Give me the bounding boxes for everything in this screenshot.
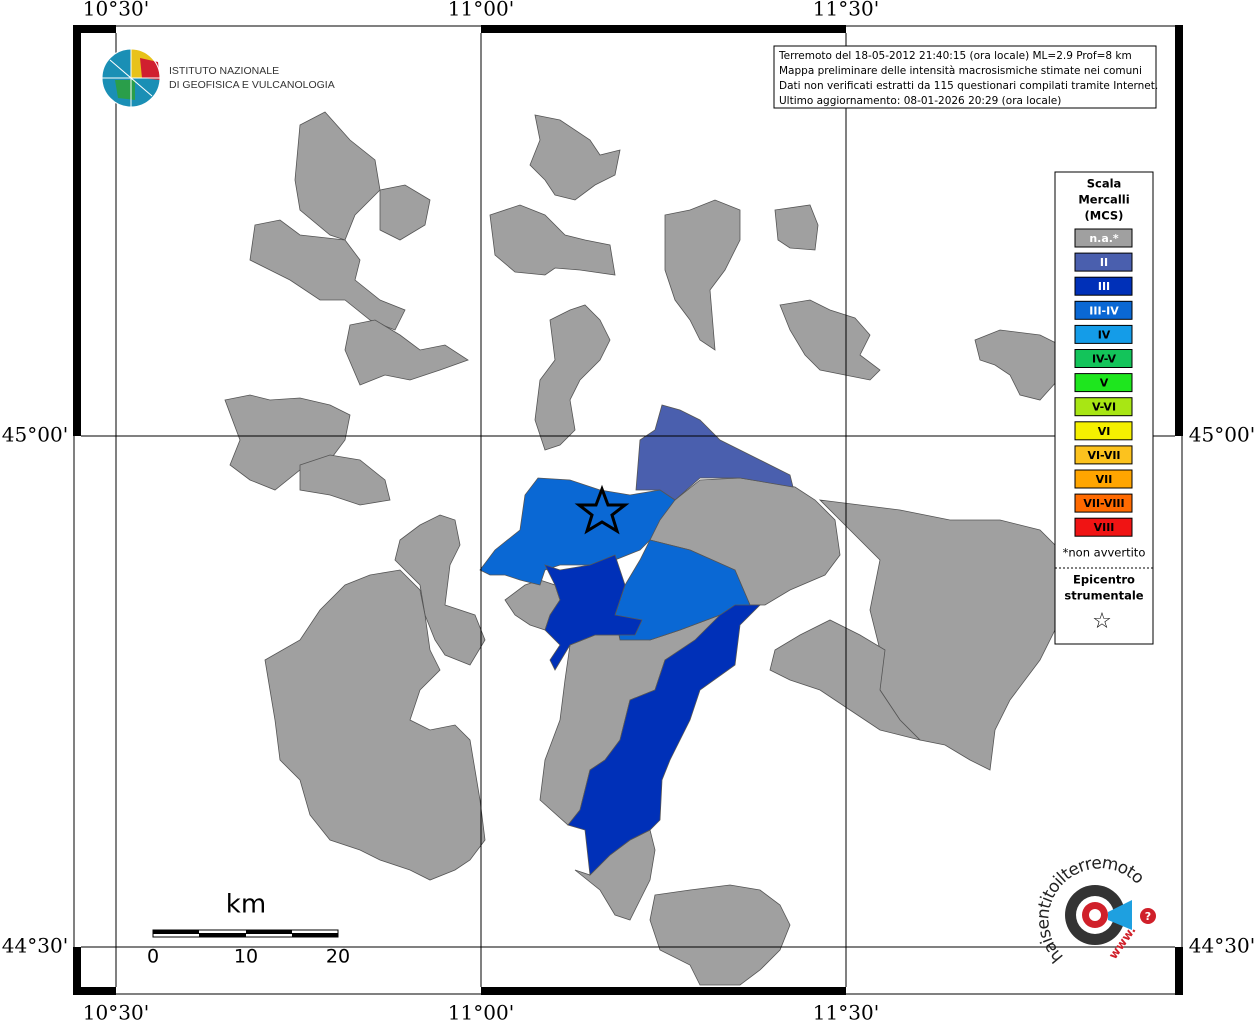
municipality xyxy=(774,204,819,251)
legend: Scala Mercalli (MCS) *non avvertito Epic… xyxy=(1054,171,1154,645)
legend-epicenter: strumentale xyxy=(1064,589,1143,603)
legend-star: ☆ xyxy=(1092,609,1112,634)
legend-label: VIII xyxy=(1094,521,1115,534)
municipality xyxy=(264,569,486,881)
legend-swatch xyxy=(1074,276,1133,296)
legend-swatch xyxy=(1074,469,1133,489)
lat-label: 44°30' xyxy=(2,934,68,958)
legend-label: III-IV xyxy=(1089,304,1119,317)
logo-q: ? xyxy=(1145,910,1151,923)
lon-label: 11°30' xyxy=(813,0,879,21)
lon-label: 11°30' xyxy=(813,1001,879,1025)
municipality xyxy=(344,319,469,386)
legend-swatch xyxy=(1074,324,1133,344)
municipality xyxy=(769,619,922,741)
legend-title: Mercalli xyxy=(1078,193,1129,207)
municipality xyxy=(394,514,486,666)
legend-swatch xyxy=(1074,421,1133,441)
municipality xyxy=(779,299,881,381)
lon-label: 10°30' xyxy=(83,1001,149,1025)
lat-label: 44°30' xyxy=(1189,934,1255,958)
legend-label: II xyxy=(1100,256,1108,269)
lon-label: 11°00' xyxy=(448,0,514,21)
municipality xyxy=(529,114,621,201)
municipality xyxy=(544,554,643,671)
legend-label: VII xyxy=(1096,473,1113,486)
info-line: Dati non verificati estratti da 115 ques… xyxy=(779,80,1158,92)
legend-label: V xyxy=(1100,377,1109,390)
legend-title: (MCS) xyxy=(1085,209,1124,223)
municipality xyxy=(664,199,741,351)
lon-label: 11°00' xyxy=(448,1001,514,1025)
municipality xyxy=(489,204,616,276)
municipality xyxy=(299,454,391,506)
info-line: Terremoto del 18-05-2012 21:40:15 (ora l… xyxy=(778,50,1132,62)
legend-label: III xyxy=(1098,280,1110,293)
municipality xyxy=(567,604,761,876)
info-line: Mappa preliminare delle intensità macros… xyxy=(779,65,1142,77)
municipality xyxy=(249,219,406,331)
lon-label: 10°30' xyxy=(83,0,149,21)
legend-swatch xyxy=(1074,252,1133,272)
lat-label: 45°00' xyxy=(2,423,68,447)
legend-label: n.a.* xyxy=(1089,232,1119,245)
legend-swatch xyxy=(1074,517,1133,537)
municipality xyxy=(224,394,351,491)
municipality xyxy=(635,404,794,501)
municipality xyxy=(379,184,431,241)
scale-bar: km 0 10 20 xyxy=(147,890,350,968)
scale-label: 20 xyxy=(326,946,350,968)
legend-label: VI xyxy=(1098,425,1111,438)
legend-swatch xyxy=(1074,397,1133,417)
municipality xyxy=(294,111,381,241)
scale-unit: km xyxy=(226,890,266,920)
graticule xyxy=(81,33,1175,987)
legend-note: *non avvertito xyxy=(1063,546,1146,560)
legend-swatch xyxy=(1074,349,1133,368)
municipality xyxy=(818,499,1071,771)
municipality xyxy=(614,539,751,641)
legend-swatch xyxy=(1074,445,1133,465)
legend-label: IV xyxy=(1098,328,1111,341)
ingv-logo: ISTITUTO NAZIONALE DI GEOFISICA E VULCAN… xyxy=(101,48,335,108)
municipality xyxy=(974,329,1061,401)
legend-swatch xyxy=(1074,493,1133,513)
legend-swatch xyxy=(1074,300,1133,320)
legend-title: Scala xyxy=(1087,177,1122,191)
logo-text: ISTITUTO NAZIONALE xyxy=(169,65,279,77)
legend-swatch xyxy=(1074,228,1133,248)
info-box xyxy=(773,45,1157,109)
scale-label: 10 xyxy=(234,946,258,968)
legend-label: VII-VIII xyxy=(1083,497,1124,510)
scale-label: 0 xyxy=(147,946,159,968)
info-line: Ultimo aggiornamento: 08-01-2026 20:29 (… xyxy=(779,95,1061,107)
legend-epicenter: Epicentro xyxy=(1073,573,1135,587)
municipality xyxy=(649,884,791,986)
legend-label: IV-V xyxy=(1092,353,1117,366)
epicenter-star xyxy=(574,484,630,535)
legend-swatch xyxy=(1074,373,1133,393)
lat-label: 45°00' xyxy=(1189,423,1255,447)
logo-text: DI GEOFISICA E VULCANOLOGIA xyxy=(169,79,335,91)
municipality xyxy=(534,304,611,451)
legend-label: VI-VII xyxy=(1087,449,1120,462)
municipalities xyxy=(224,111,1071,986)
legend-label: V-VI xyxy=(1092,401,1116,414)
